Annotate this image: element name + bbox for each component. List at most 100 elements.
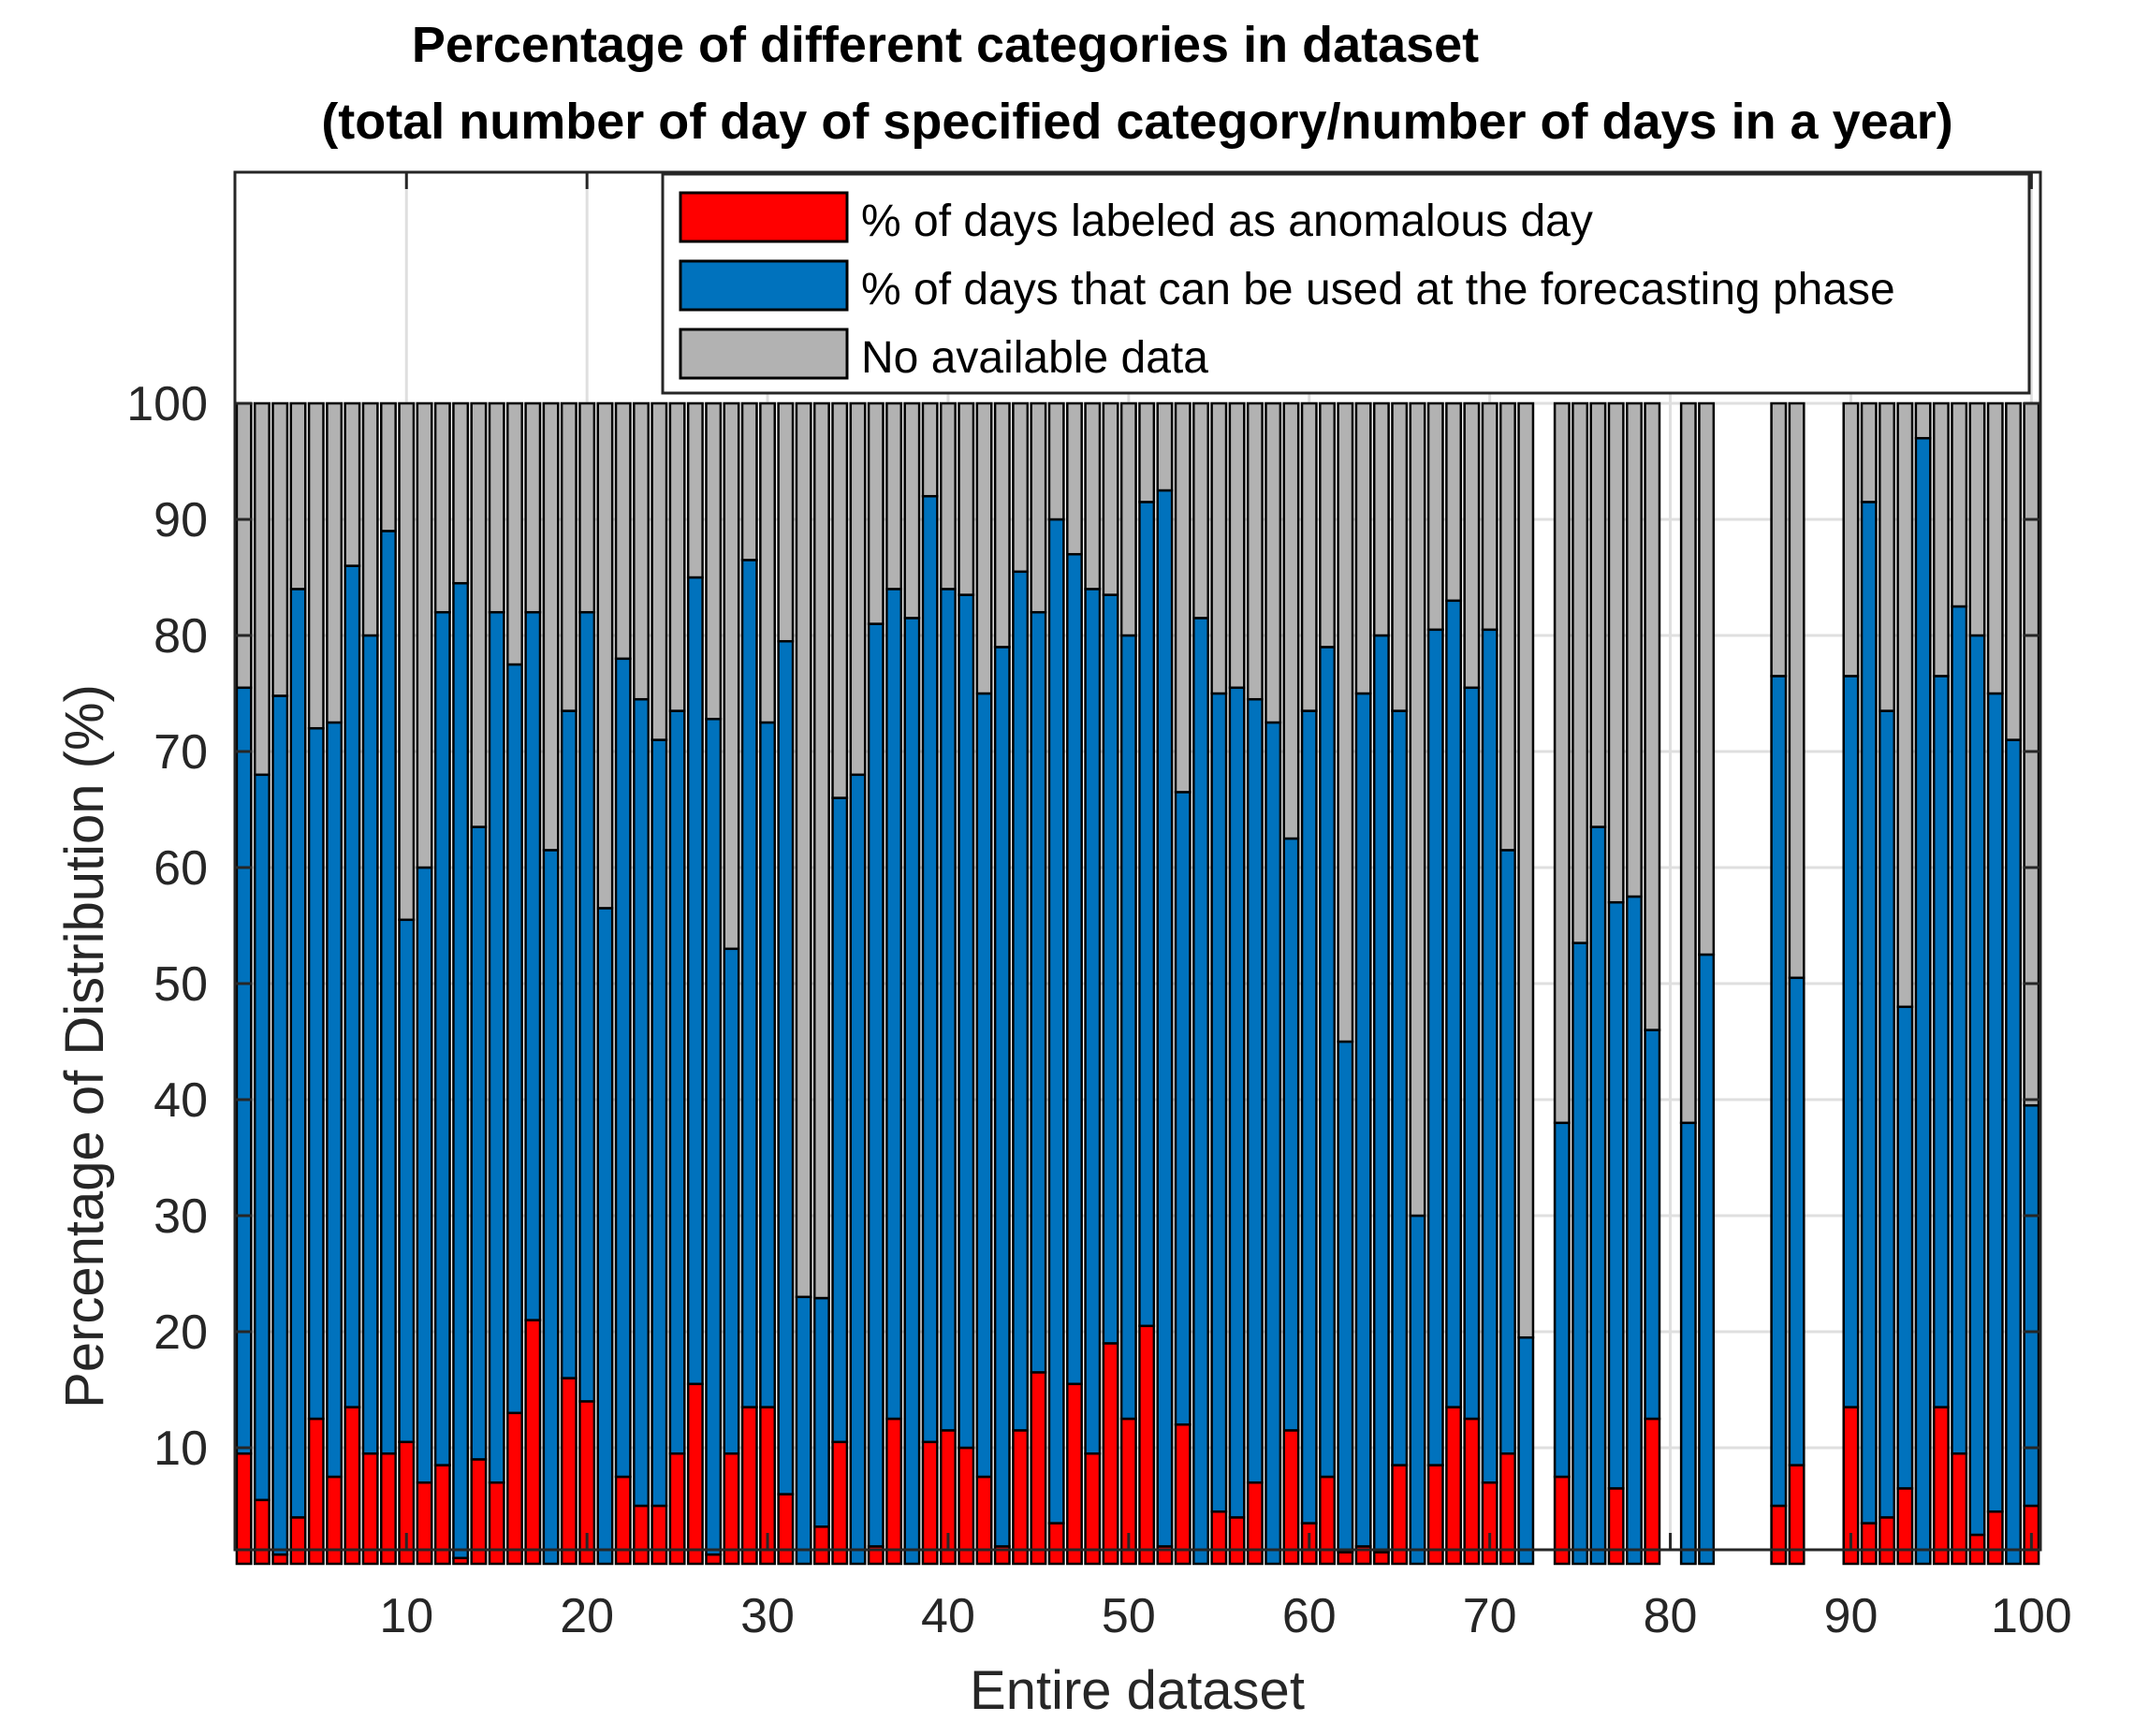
bar-anomalous-53 [1174, 1422, 1191, 1566]
bar-anomalous-3 [271, 1553, 289, 1566]
bar-anomalous-79 [1644, 1417, 1661, 1566]
bar-forecasting-51 [1138, 501, 1156, 1328]
bar-anomalous-27 [705, 1553, 723, 1566]
bar-no-data-54 [1192, 401, 1209, 620]
bar-no-data-100 [2023, 401, 2040, 1107]
bar-no-data-32 [795, 401, 812, 1299]
bar-forecasting-98 [1986, 692, 2004, 1513]
bar-anomalous-86 [1770, 1504, 1788, 1566]
bar-forecasting-82 [1698, 953, 1716, 1566]
bar-no-data-44 [1012, 401, 1030, 574]
bar-forecasting-74 [1553, 1121, 1571, 1479]
bar-anomalous-49 [1102, 1342, 1119, 1566]
bar-no-data-36 [867, 401, 884, 625]
legend-label-no-data: No available data [861, 333, 1208, 383]
bar-anomalous-7 [344, 1406, 361, 1566]
chart-title: Percentage of different categories in da… [412, 17, 1479, 73]
bar-forecasting-6 [326, 721, 344, 1479]
bar-forecasting-96 [1951, 605, 1968, 1455]
bar-forecasting-9 [379, 530, 397, 1455]
bar-anomalous-17 [524, 1319, 542, 1566]
bar-anomalous-69 [1463, 1417, 1481, 1566]
bar-no-data-28 [723, 401, 740, 951]
y-tick-label-80: 80 [154, 609, 208, 664]
bar-forecasting-4 [289, 588, 307, 1519]
bar-forecasting-59 [1282, 837, 1300, 1432]
bar-anomalous-14 [470, 1458, 488, 1566]
bar-no-data-82 [1698, 401, 1716, 956]
legend-box [661, 172, 2031, 395]
bar-no-data-6 [326, 401, 344, 724]
bar-forecasting-19 [560, 709, 577, 1379]
bar-forecasting-7 [344, 564, 361, 1408]
bar-anomalous-23 [633, 1504, 650, 1566]
bar-no-data-40 [939, 401, 957, 591]
bar-no-data-41 [958, 401, 975, 596]
bar-no-data-3 [271, 401, 289, 697]
bar-no-data-86 [1770, 401, 1788, 678]
y-tick-label-50: 50 [154, 957, 208, 1012]
bar-forecasting-29 [740, 559, 758, 1408]
bar-no-data-18 [542, 401, 560, 852]
bar-no-data-99 [2005, 401, 2023, 741]
legend: % of days labeled as anomalous day % of … [661, 172, 2031, 395]
bar-no-data-63 [1354, 401, 1372, 695]
bar-anomalous-41 [958, 1446, 975, 1566]
bar-no-data-15 [488, 401, 505, 614]
bar-no-data-16 [506, 401, 523, 666]
bar-forecasting-54 [1192, 617, 1209, 1566]
legend-label-forecasting: % of days that can be used at the foreca… [861, 265, 1895, 314]
bar-forecasting-44 [1012, 570, 1030, 1432]
bar-forecasting-8 [361, 634, 379, 1455]
bar-no-data-33 [812, 401, 830, 1300]
bar-anomalous-1 [235, 1452, 253, 1566]
bar-no-data-57 [1246, 401, 1264, 701]
bar-no-data-92 [1879, 401, 1896, 712]
bar-no-data-78 [1626, 401, 1643, 898]
x-tick-label-60: 60 [1282, 1589, 1337, 1643]
bar-anomalous-46 [1047, 1522, 1065, 1566]
bar-forecasting-68 [1445, 599, 1463, 1408]
bar-no-data-91 [1860, 401, 1878, 503]
bar-forecasting-17 [524, 610, 542, 1321]
bar-no-data-76 [1589, 401, 1607, 828]
bar-anomalous-71 [1498, 1452, 1516, 1566]
bar-anomalous-45 [1030, 1371, 1047, 1566]
x-axis-label: Entire dataset [970, 1660, 1305, 1721]
bar-no-data-51 [1138, 401, 1156, 503]
bar-anomalous-28 [723, 1452, 740, 1566]
bar-forecasting-13 [452, 581, 470, 1560]
bar-no-data-29 [740, 401, 758, 562]
bar-anomalous-39 [921, 1440, 939, 1566]
bar-forecasting-79 [1644, 1028, 1661, 1421]
bar-anomalous-31 [777, 1493, 795, 1566]
bar-no-data-87 [1788, 401, 1805, 980]
bar-no-data-1 [235, 401, 253, 690]
bar-anomalous-95 [1932, 1406, 1950, 1566]
bar-anomalous-70 [1481, 1481, 1498, 1566]
x-tick-label-10: 10 [379, 1589, 433, 1643]
bar-forecasting-42 [975, 692, 993, 1479]
x-tick-label-90: 90 [1824, 1589, 1879, 1643]
bar-forecasting-46 [1047, 518, 1065, 1524]
bar-forecasting-41 [958, 593, 975, 1450]
bar-forecasting-75 [1572, 941, 1589, 1566]
bar-no-data-53 [1174, 401, 1191, 794]
bar-no-data-93 [1896, 401, 1914, 1009]
bar-no-data-17 [524, 401, 542, 614]
x-tick-label-20: 20 [560, 1589, 614, 1643]
x-tick-label-70: 70 [1463, 1589, 1517, 1643]
bar-forecasting-25 [668, 709, 686, 1455]
bar-anomalous-37 [885, 1417, 903, 1566]
legend-swatch-forecasting [679, 259, 849, 312]
bar-no-data-31 [777, 401, 795, 643]
bar-no-data-60 [1300, 401, 1318, 712]
bar-forecasting-93 [1896, 1005, 1914, 1490]
bar-no-data-30 [759, 401, 777, 724]
axes-box [233, 170, 2042, 1552]
bar-anomalous-77 [1607, 1487, 1625, 1566]
bar-anomalous-92 [1879, 1516, 1896, 1566]
bar-no-data-56 [1228, 401, 1246, 690]
bar-no-data-66 [1409, 401, 1426, 1218]
x-tick-label-30: 30 [740, 1589, 795, 1643]
